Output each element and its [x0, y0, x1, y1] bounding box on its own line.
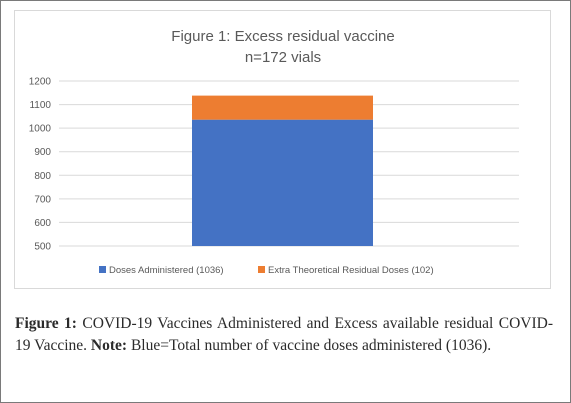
bars: [192, 95, 373, 246]
chart-container: Figure 1: Excess residual vaccine n=172 …: [14, 10, 551, 289]
caption-note-label: Note:: [90, 337, 128, 354]
caption-text: COVID-19 Vaccines Administered and Exces…: [15, 315, 553, 354]
legend-swatch: [99, 266, 106, 273]
y-tick-label: 1200: [29, 77, 52, 88]
caption-note-text: Blue=Total number of vaccine doses admin…: [127, 337, 492, 354]
legend-label: Doses Administered (1036): [109, 265, 224, 276]
figure-caption: Figure 1: COVID-19 Vaccines Administered…: [15, 313, 553, 357]
y-tick-label: 900: [34, 147, 51, 158]
bar-extra-residual-doses: [192, 95, 373, 120]
stacked-bar-chart: Figure 1: Excess residual vaccine n=172 …: [29, 28, 519, 276]
legend: Doses Administered (1036) Extra Theoretic…: [99, 265, 434, 276]
y-tick-label: 700: [34, 194, 51, 205]
legend-label: Extra Theoretical Residual Doses (102): [268, 265, 434, 276]
y-tick-label: 800: [34, 171, 51, 182]
legend-swatch: [258, 266, 265, 273]
chart-subtitle: n=172 vials: [245, 49, 321, 66]
y-tick-label: 1100: [29, 100, 51, 111]
y-axis-ticks: 500 600 700 800 900 1000 1100 1200: [29, 77, 52, 253]
y-tick-label: 500: [34, 242, 51, 253]
y-tick-label: 600: [34, 218, 51, 229]
y-tick-label: 1000: [29, 124, 52, 135]
chart-title: Figure 1: Excess residual vaccine: [171, 28, 394, 45]
bar-doses-administered: [192, 119, 373, 246]
caption-label: Figure 1:: [15, 315, 77, 332]
